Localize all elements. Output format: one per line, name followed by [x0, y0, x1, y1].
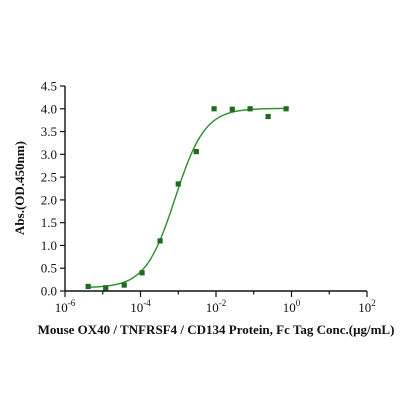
y-tick-label: 3.5: [41, 124, 57, 139]
data-point: [247, 106, 253, 112]
x-tick-label: 102: [358, 298, 376, 315]
fit-curve: [88, 107, 287, 288]
y-axis-title: Abs.(OD.450nm): [12, 141, 27, 235]
x-tick-label: 10-6: [55, 298, 76, 315]
axes: [64, 86, 367, 292]
x-tick-label: 100: [283, 298, 301, 315]
data-point: [175, 181, 181, 187]
y-tick-label: 1.5: [41, 215, 57, 230]
x-ticks: 10-6 10-4 10-2 100 102: [55, 291, 376, 315]
x-tick-label: 10-4: [130, 298, 151, 315]
y-tick-label: 2.0: [41, 192, 57, 207]
fit-curve-layer: [88, 107, 287, 288]
y-ticks: 0.0 0.5 1.0 1.5 2.0 2.5 3.0 3.5 4.0 4.5: [41, 79, 65, 299]
data-point: [121, 282, 127, 288]
data-point: [211, 106, 217, 112]
data-point: [229, 106, 235, 112]
data-point: [283, 106, 289, 112]
data-points-layer: [85, 106, 289, 291]
y-tick-label: 4.0: [41, 101, 57, 116]
y-tick-label: 0.5: [41, 261, 57, 276]
y-tick-label: 3.0: [41, 147, 57, 162]
data-point: [85, 283, 91, 290]
x-tick-label: 10-2: [206, 298, 227, 315]
data-point: [157, 238, 163, 244]
data-point: [265, 113, 271, 120]
y-tick-label: 0.0: [41, 284, 57, 299]
data-point: [193, 149, 199, 155]
y-tick-label: 4.5: [41, 79, 57, 94]
data-point: [139, 270, 145, 276]
data-point: [103, 285, 109, 291]
x-axis-title: Mouse OX40 / TNFRSF4 / CD134 Protein, Fc…: [38, 322, 395, 337]
y-tick-label: 2.5: [41, 170, 57, 185]
y-tick-label: 1.0: [41, 238, 57, 253]
